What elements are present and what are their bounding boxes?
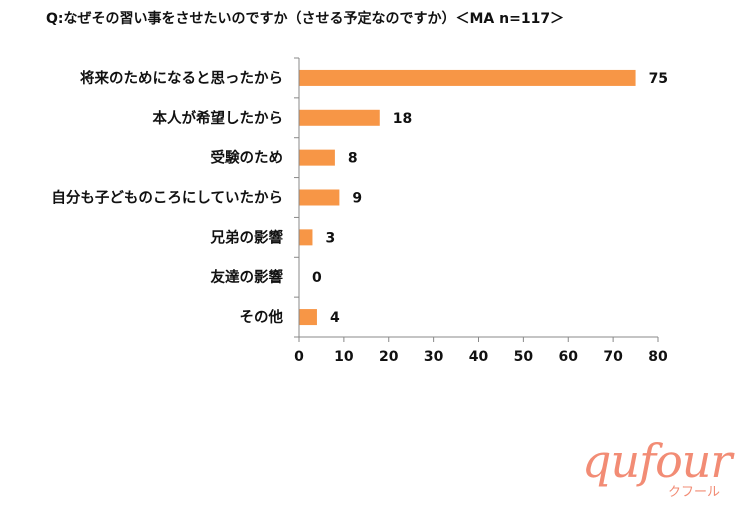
x-tick-label: 0 xyxy=(294,349,304,365)
bar xyxy=(299,309,317,326)
data-label: 18 xyxy=(393,111,412,127)
data-label: 8 xyxy=(348,151,358,167)
x-tick-label: 30 xyxy=(424,349,444,365)
bar xyxy=(299,189,340,206)
x-tick-label: 70 xyxy=(603,349,623,365)
x-tick-label: 40 xyxy=(469,349,489,365)
data-label: 0 xyxy=(312,270,322,286)
category-label: 兄弟の影響 xyxy=(210,228,284,246)
data-label: 75 xyxy=(649,71,668,87)
category-label: 自分も子どものころにしていたから xyxy=(51,189,283,207)
x-tick-label: 80 xyxy=(648,349,668,365)
x-tick-label: 50 xyxy=(514,349,534,365)
bar xyxy=(299,109,380,126)
x-tick-label: 60 xyxy=(559,349,579,365)
category-label: 友達の影響 xyxy=(211,268,284,286)
bar xyxy=(299,149,335,166)
bar xyxy=(299,69,636,86)
x-tick-label: 20 xyxy=(379,349,399,365)
data-label: 4 xyxy=(330,310,340,326)
logo-subtitle: クフール xyxy=(668,485,721,500)
category-label: 受験のため xyxy=(211,149,284,167)
category-label: その他 xyxy=(240,308,284,326)
x-tick-label: 10 xyxy=(334,349,354,365)
logo-wordmark: qufour xyxy=(582,434,732,488)
chart-title: Q:なぜその習い事をさせたいのですか（させる予定なのですか）＜MA n=117＞ xyxy=(46,11,565,27)
category-label: 本人が希望したから xyxy=(153,109,284,127)
data-label: 9 xyxy=(352,191,362,207)
category-label: 将来のためになると思ったから xyxy=(80,69,283,87)
data-label: 3 xyxy=(325,230,335,246)
bar xyxy=(299,229,313,246)
qufour-logo: qufour クフール xyxy=(582,438,732,502)
